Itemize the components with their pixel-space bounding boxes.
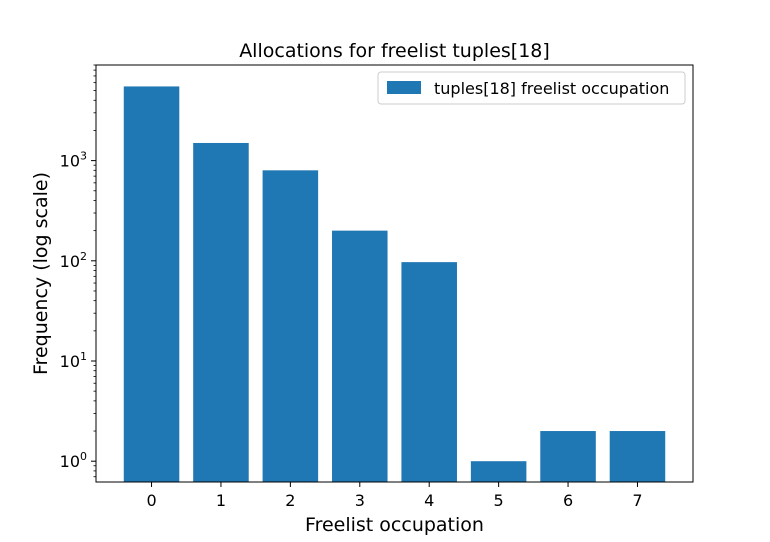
bar-2 (262, 170, 319, 482)
bar-6 (540, 431, 596, 482)
x-tick-label: 7 (632, 491, 642, 510)
y-axis-label: Frequency (log scale) (30, 172, 52, 375)
y-tick-label: 103 (60, 150, 87, 171)
bar-3 (332, 230, 388, 482)
y-tick-label: 100 (60, 450, 87, 471)
y-axis-ticks: 100 101 102 103 (60, 64, 96, 478)
legend-label: tuples[18] freelist occupation (434, 79, 669, 98)
bar-7 (609, 431, 666, 482)
bars (123, 86, 666, 483)
bar-1 (193, 142, 249, 482)
bar-5 (470, 461, 527, 482)
legend-frame (377, 71, 686, 105)
y-tick-label: 102 (60, 250, 87, 271)
bar-4 (401, 262, 457, 482)
plot-frame (95, 64, 694, 483)
legend: tuples[18] freelist occupation (377, 71, 686, 105)
legend-swatch (387, 81, 421, 94)
x-tick-label: 3 (355, 491, 365, 510)
x-tick-label: 6 (563, 491, 573, 510)
x-tick-label: 5 (494, 491, 504, 510)
x-tick-label: 4 (424, 491, 434, 510)
x-tick-label: 1 (216, 491, 226, 510)
chart-title: Allocations for freelist tuples[18] (239, 40, 550, 62)
x-tick-label: 0 (146, 491, 156, 510)
x-axis-ticks: 0 1 2 3 4 5 6 7 (146, 482, 643, 510)
y-tick-label: 101 (60, 350, 87, 371)
x-axis-label: Freelist occupation (305, 514, 484, 536)
x-tick-label: 2 (285, 491, 295, 510)
bar-0 (123, 86, 180, 483)
